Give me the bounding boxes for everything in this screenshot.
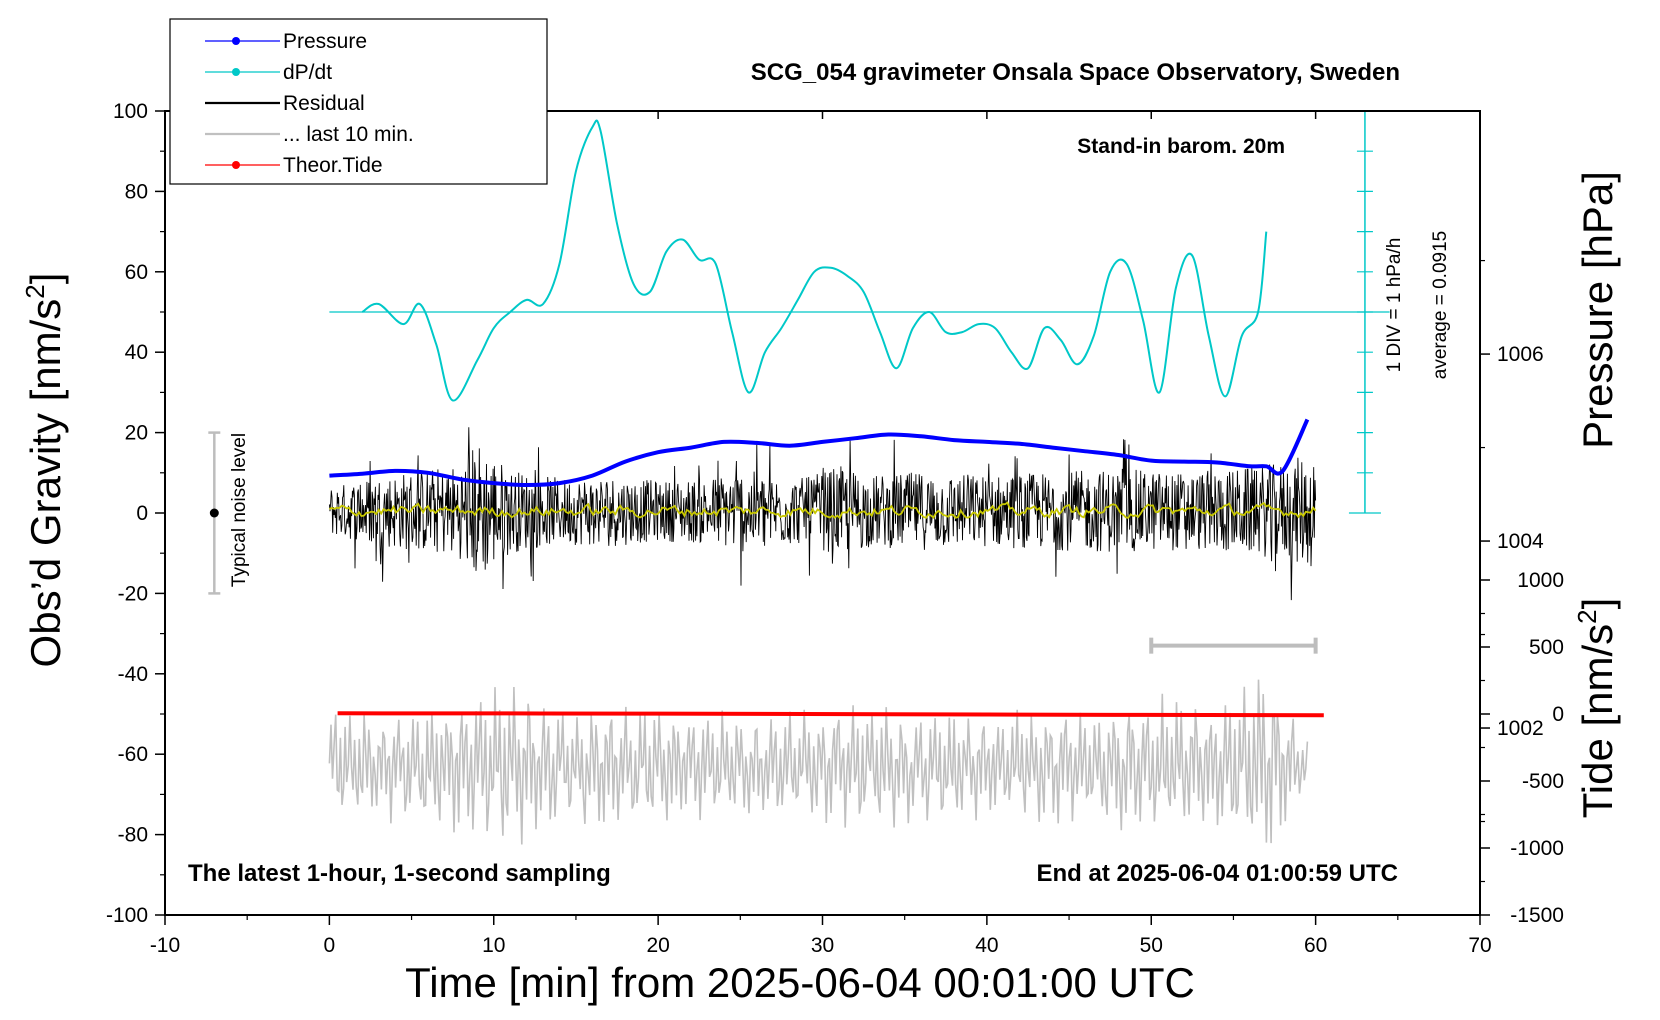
legend-label: Theor.Tide xyxy=(283,154,383,177)
axes-layer: -10 0 10 20 30 40 50 60 70-100-80-60-40-20020406… xyxy=(106,100,1564,957)
legend-label: dP/dt xyxy=(283,61,332,84)
tide-tick-label: -1500 xyxy=(1510,904,1564,927)
x-tick-label: 20 xyxy=(646,934,669,957)
text-layer: SCG_054 gravimeter Onsala Space Observat… xyxy=(20,59,1621,1006)
y-tick-label: -20 xyxy=(118,582,148,605)
y-tick-label: -80 xyxy=(118,824,148,847)
y-tick-label: 60 xyxy=(125,261,148,284)
legend-marker xyxy=(232,161,240,169)
end-time-label: End at 2025-06-04 01:00:59 UTC xyxy=(1037,860,1399,887)
x-axis-title: Time [min] from 2025-06-04 00:01:00 UTC xyxy=(405,959,1195,1006)
barometer-label: Stand-in barom. 20m xyxy=(1077,135,1285,158)
average-label: average = 0.0915 xyxy=(1430,231,1451,379)
legend-box xyxy=(169,18,548,185)
tide-tick-label: 1000 xyxy=(1517,569,1564,592)
noise-level-label: Typical noise level xyxy=(229,433,250,587)
x-tick-label: 60 xyxy=(1304,934,1327,957)
tide-tick-label: 500 xyxy=(1529,636,1564,659)
legend-label: Pressure xyxy=(283,30,367,53)
residual-trace xyxy=(328,427,1317,601)
tide-curve xyxy=(337,711,1324,718)
y-tick-label: -40 xyxy=(118,663,148,686)
tide-tick-label: -500 xyxy=(1522,770,1564,793)
y-tick-label: -60 xyxy=(118,743,148,766)
legend-marker xyxy=(232,68,240,76)
x-tick-label: 40 xyxy=(975,934,998,957)
chart-title: SCG_054 gravimeter Onsala Space Observat… xyxy=(751,59,1400,86)
y-axis-title-left: Obs’d Gravity [nm/s2] xyxy=(20,273,69,668)
y-tick-label: -100 xyxy=(106,904,148,927)
x-tick-label: -10 xyxy=(150,934,180,957)
y-tick-label: 40 xyxy=(125,341,148,364)
pressure-tick-label: 1006 xyxy=(1497,343,1544,366)
dpdt-curve xyxy=(361,119,1268,402)
sampling-label: The latest 1-hour, 1-second sampling xyxy=(188,860,611,887)
y-tick-label: 0 xyxy=(136,502,148,525)
y-tick-label: 100 xyxy=(113,100,148,123)
legend-label: ... last 10 min. xyxy=(283,123,414,146)
y-left-label-main: Obs’d Gravity [nm/s xyxy=(22,299,69,668)
y-axis-title-tide: Tide [nm/s2] xyxy=(1572,598,1621,819)
x-tick-label: 10 xyxy=(482,934,505,957)
tide-label-end: ] xyxy=(1574,598,1621,610)
y-left-label-sup: 2 xyxy=(20,284,50,298)
tide-tick-label: 0 xyxy=(1552,703,1564,726)
x-tick-label: 0 xyxy=(324,934,336,957)
y-tick-label: 20 xyxy=(125,422,148,445)
x-tick-label: 30 xyxy=(811,934,834,957)
legend-label: Residual xyxy=(283,92,365,115)
y-left-label-end: ] xyxy=(22,273,69,285)
pressure-tick-label: 1002 xyxy=(1497,717,1544,740)
y-axis-title-pressure: Pressure [hPa] xyxy=(1574,171,1621,449)
noise-bar-center xyxy=(209,508,219,518)
legend: Pressure dP/dt Residual ... last 10 min. The… xyxy=(169,18,548,185)
last-10-min-trace xyxy=(328,679,1309,845)
div-label: 1 DIV = 1 hPa/h xyxy=(1384,238,1405,373)
tide-label-main: Tide [nm/s xyxy=(1574,624,1621,819)
tide-label-sup: 2 xyxy=(1572,609,1602,623)
pressure-tick-label: 1004 xyxy=(1497,530,1544,553)
x-tick-label: 70 xyxy=(1468,934,1491,957)
residual-mean-trace xyxy=(329,501,1317,520)
tide-tick-label: -1000 xyxy=(1510,837,1564,860)
pressure-curve xyxy=(329,418,1310,488)
legend-marker xyxy=(232,37,240,45)
series-layer xyxy=(208,110,1390,845)
y-tick-label: 80 xyxy=(125,180,148,203)
x-tick-label: 50 xyxy=(1140,934,1163,957)
